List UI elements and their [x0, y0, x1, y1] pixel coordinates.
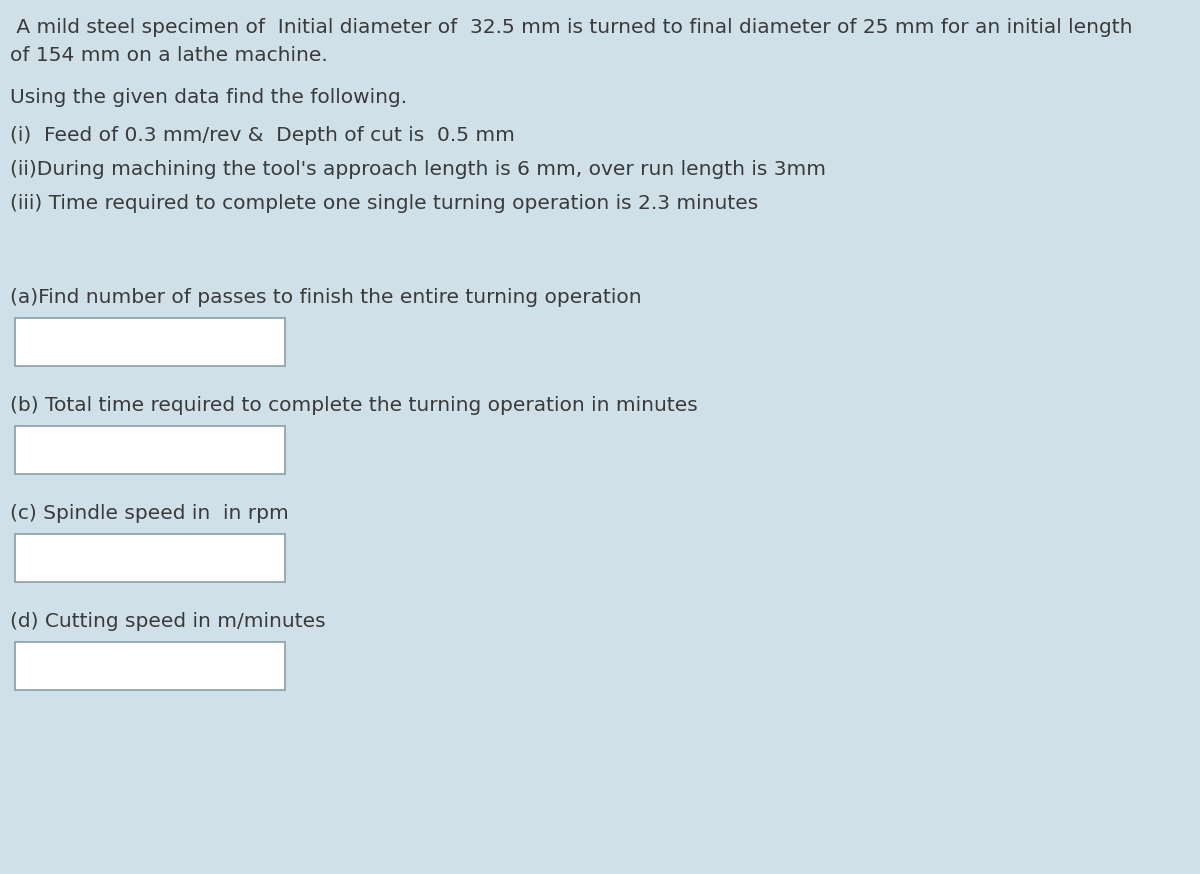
Text: (c) Spindle speed in  in rpm: (c) Spindle speed in in rpm — [10, 504, 289, 523]
Bar — [14, 426, 286, 474]
Text: Using the given data find the following.: Using the given data find the following. — [10, 88, 407, 107]
Text: (b) Total time required to complete the turning operation in minutes: (b) Total time required to complete the … — [10, 396, 697, 415]
Text: A mild steel specimen of  Initial diameter of  32.5 mm is turned to final diamet: A mild steel specimen of Initial diamete… — [10, 18, 1133, 37]
Bar — [14, 642, 286, 690]
Text: of 154 mm on a lathe machine.: of 154 mm on a lathe machine. — [10, 46, 328, 65]
Bar — [14, 318, 286, 366]
Bar — [14, 534, 286, 582]
Text: (iii) Time required to complete one single turning operation is 2.3 minutes: (iii) Time required to complete one sing… — [10, 194, 758, 213]
Text: (a)Find number of passes to finish the entire turning operation: (a)Find number of passes to finish the e… — [10, 288, 642, 307]
Text: (ii)During machining the tool's approach length is 6 mm, over run length is 3mm: (ii)During machining the tool's approach… — [10, 160, 826, 179]
Text: (i)  Feed of 0.3 mm/rev &  Depth of cut is  0.5 mm: (i) Feed of 0.3 mm/rev & Depth of cut is… — [10, 126, 515, 145]
Text: (d) Cutting speed in m/minutes: (d) Cutting speed in m/minutes — [10, 612, 325, 631]
